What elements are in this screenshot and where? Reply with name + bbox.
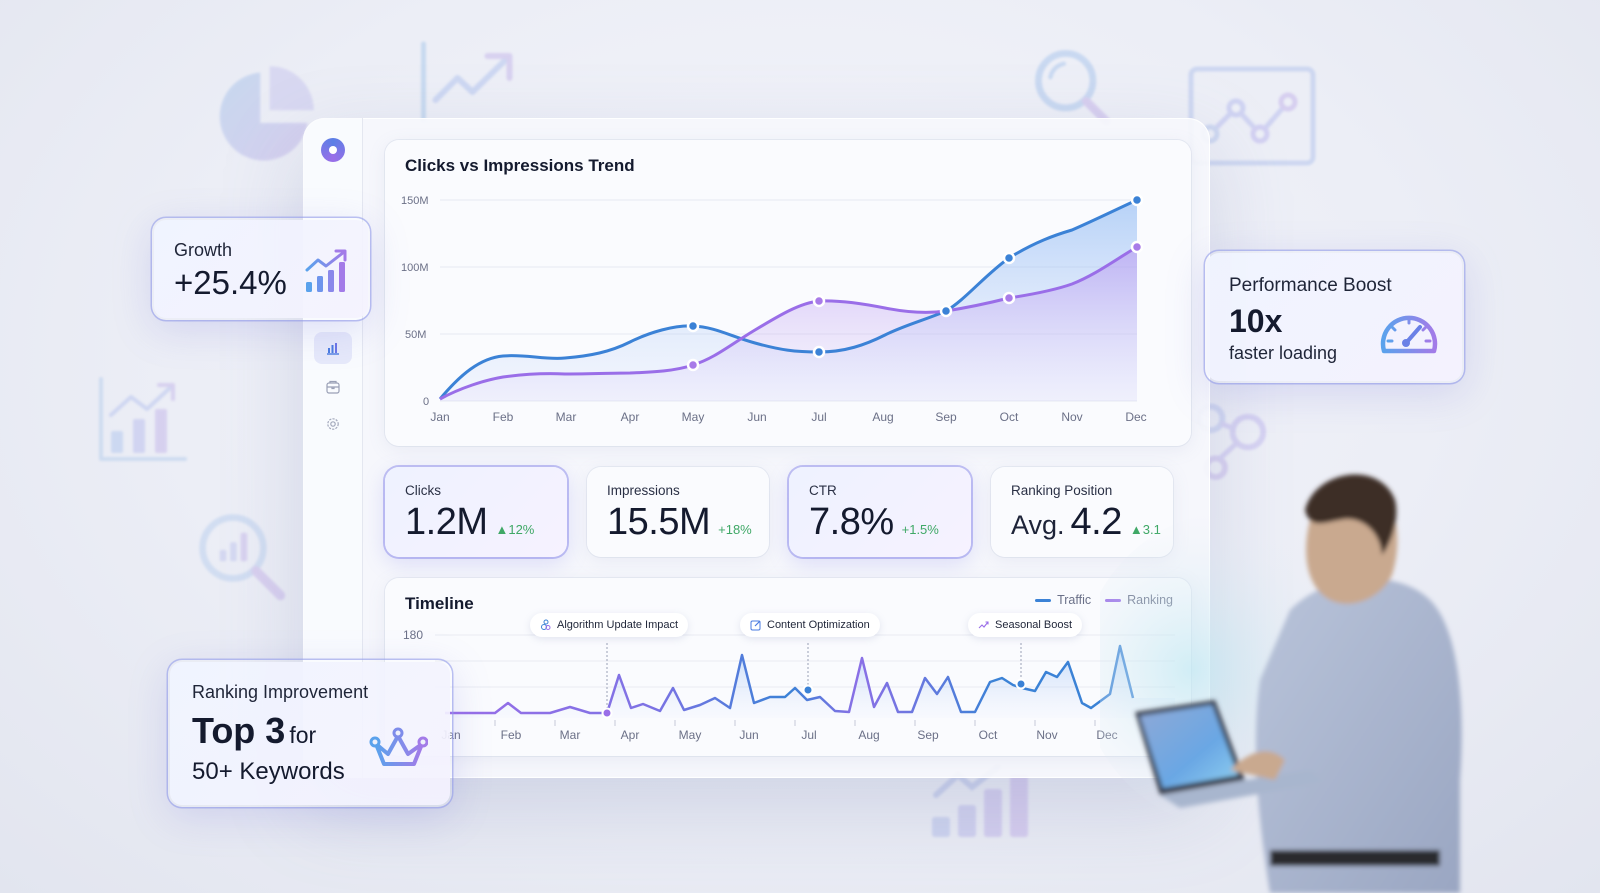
person-with-laptop-image bbox=[1100, 474, 1462, 893]
x-tick: Mar bbox=[556, 410, 577, 424]
data-point[interactable] bbox=[1130, 193, 1144, 207]
metric-value: 1.2M bbox=[405, 501, 488, 543]
x-tick: Jul bbox=[811, 410, 826, 424]
crown-icon bbox=[369, 727, 428, 774]
sidebar-item-analytics[interactable] bbox=[314, 332, 352, 364]
metric-label: Impressions bbox=[607, 483, 680, 498]
metric-card-ranking[interactable]: Ranking Position Avg. 4.2 ▲3.1 bbox=[991, 467, 1173, 557]
metric-delta: ▲3.1 bbox=[1129, 522, 1161, 537]
metric-delta: +1.5% bbox=[901, 522, 939, 537]
clicks-line bbox=[438, 198, 1138, 400]
speedometer-icon bbox=[1380, 315, 1438, 354]
data-point[interactable] bbox=[1002, 291, 1016, 305]
metric-card-ctr[interactable]: CTR 7.8% +1.5% bbox=[789, 467, 971, 557]
performance-value: 10x bbox=[1229, 303, 1283, 339]
growth-value: +25.4% bbox=[174, 264, 287, 301]
traffic-line bbox=[445, 644, 1135, 715]
timeline-card: Timeline Traffic Ranking 180 Jan Feb bbox=[385, 578, 1191, 756]
x-tick: Jul bbox=[801, 728, 816, 742]
annotation-content-optimization[interactable]: Content Optimization bbox=[740, 613, 880, 637]
metric-prefix: Avg. bbox=[1011, 510, 1065, 540]
annotation-point[interactable] bbox=[601, 707, 613, 719]
ranking-value: Top 3 bbox=[192, 710, 286, 751]
impressions-line bbox=[439, 245, 1138, 401]
x-tick: Feb bbox=[493, 410, 514, 424]
annotation-seasonal-boost[interactable]: Seasonal Boost bbox=[968, 613, 1083, 637]
x-tick: Feb bbox=[501, 728, 522, 742]
growth-chart-icon bbox=[305, 249, 347, 292]
metric-label: CTR bbox=[809, 483, 837, 498]
annotation-point[interactable] bbox=[1015, 678, 1027, 690]
annotation-algorithm-update[interactable]: Algorithm Update Impact bbox=[530, 613, 689, 637]
x-tick: Dec bbox=[1125, 410, 1146, 424]
data-point[interactable] bbox=[812, 345, 826, 359]
x-tick: May bbox=[682, 410, 705, 424]
app-logo[interactable] bbox=[321, 138, 345, 162]
ranking-label: Ranking Improvement bbox=[192, 682, 369, 702]
sidebar-item-settings[interactable] bbox=[314, 408, 352, 440]
x-tick: Oct bbox=[979, 728, 998, 742]
performance-sub: faster loading bbox=[1229, 343, 1338, 363]
legend-traffic[interactable]: Traffic bbox=[1035, 593, 1091, 607]
ranking-keywords: 50+ Keywords bbox=[192, 758, 345, 785]
growth-card: Growth +25.4% bbox=[152, 218, 370, 320]
x-tick: Sep bbox=[935, 410, 957, 424]
annotation-point[interactable] bbox=[802, 684, 814, 696]
y-tick: 150M bbox=[401, 195, 429, 207]
x-tick: Jun bbox=[739, 728, 758, 742]
trend-up-icon bbox=[978, 621, 989, 629]
x-tick: Jun bbox=[747, 410, 766, 424]
data-point[interactable] bbox=[686, 358, 700, 372]
x-tick: Nov bbox=[1061, 410, 1082, 424]
metric-value: 4.2 bbox=[1070, 501, 1123, 543]
data-point[interactable] bbox=[812, 294, 826, 308]
metric-delta: ▲12% bbox=[495, 522, 535, 537]
x-tick: Mar bbox=[560, 728, 581, 742]
metric-label: Clicks bbox=[405, 483, 441, 498]
metric-value: 15.5M bbox=[607, 501, 711, 543]
bar-chart-icon bbox=[327, 343, 339, 355]
x-tick: Apr bbox=[621, 728, 640, 742]
ranking-improvement-card: Ranking Improvement Top 3 for 50+ Keyword… bbox=[168, 660, 452, 807]
performance-card: Performance Boost 10x faster loading bbox=[1205, 251, 1464, 383]
dashboard-window: Clicks vs Impressions Trend 150M 100M 50… bbox=[303, 118, 1210, 778]
y-tick: 50M bbox=[405, 329, 426, 341]
gear-icon bbox=[327, 418, 339, 430]
x-tick: Jan bbox=[430, 410, 449, 424]
x-tick: Nov bbox=[1036, 728, 1057, 742]
trend-arrow-icon bbox=[415, 40, 520, 130]
x-tick: Aug bbox=[872, 410, 893, 424]
data-point[interactable] bbox=[1002, 251, 1016, 265]
metric-label: Ranking Position bbox=[1011, 483, 1113, 498]
pie-chart-icon bbox=[213, 62, 318, 167]
timeline-title: Timeline bbox=[405, 594, 474, 613]
chart-title: Clicks vs Impressions Trend bbox=[405, 156, 635, 175]
trend-line-chart[interactable]: 150M 100M 50M 0 bbox=[385, 140, 1191, 446]
performance-label: Performance Boost bbox=[1229, 275, 1392, 296]
edit-icon bbox=[750, 620, 761, 631]
x-tick: May bbox=[679, 728, 702, 742]
bar-chart-growth-icon bbox=[97, 375, 189, 465]
y-tick: 180 bbox=[403, 628, 423, 642]
data-point[interactable] bbox=[939, 304, 953, 318]
x-tick: Apr bbox=[621, 410, 640, 424]
timeline-chart[interactable]: 180 Jan Feb Mar Apr May Jun Jul Aug Sep … bbox=[385, 578, 1191, 756]
briefcase-icon bbox=[326, 380, 340, 394]
y-tick: 0 bbox=[423, 396, 429, 408]
data-point[interactable] bbox=[686, 319, 700, 333]
flask-icon bbox=[541, 619, 551, 630]
y-tick: 100M bbox=[401, 262, 429, 274]
metric-value: 7.8% bbox=[809, 501, 894, 543]
search-analytics-icon bbox=[195, 510, 290, 605]
x-tick: Sep bbox=[917, 728, 939, 742]
data-point[interactable] bbox=[1130, 240, 1144, 254]
trend-chart-card: Clicks vs Impressions Trend 150M 100M 50… bbox=[385, 140, 1191, 446]
metric-delta: +18% bbox=[718, 522, 752, 537]
metric-card-impressions[interactable]: Impressions 15.5M +18% bbox=[587, 467, 769, 557]
x-tick: Aug bbox=[858, 728, 879, 742]
growth-label: Growth bbox=[174, 240, 233, 260]
x-tick: Oct bbox=[1000, 410, 1019, 424]
sidebar-item-reports[interactable] bbox=[314, 371, 352, 403]
metric-card-clicks[interactable]: Clicks 1.2M ▲12% bbox=[385, 467, 567, 557]
